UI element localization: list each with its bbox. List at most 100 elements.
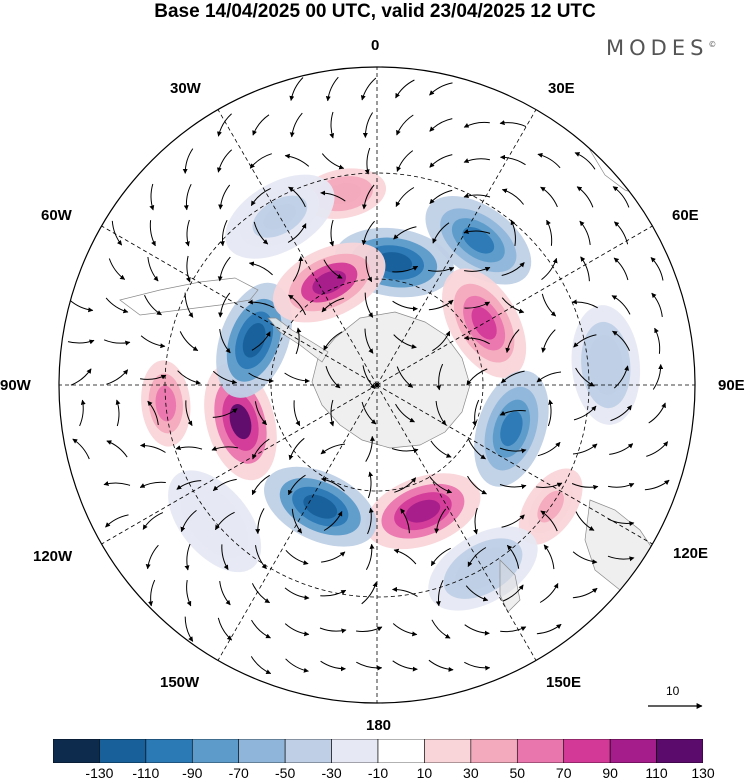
meridian-line bbox=[217, 384, 378, 661]
colorbar-tick-label: -30 bbox=[321, 765, 342, 781]
wind-arrow bbox=[429, 154, 453, 168]
wind-arrow bbox=[429, 189, 453, 204]
wind-arrow bbox=[395, 79, 415, 99]
wind-arrow bbox=[435, 579, 444, 607]
colorbar bbox=[53, 739, 703, 763]
lon-label-180: 180 bbox=[366, 717, 392, 734]
new-zealand-coast bbox=[499, 559, 521, 613]
wind-arrow bbox=[219, 219, 228, 247]
wind-arrow bbox=[149, 220, 156, 247]
colorbar-swatch bbox=[331, 739, 379, 763]
colorbar-swatch bbox=[656, 739, 703, 763]
wind-arrow bbox=[365, 435, 375, 462]
lon-label-120w: 120W bbox=[33, 548, 73, 565]
wind-arrow bbox=[251, 619, 271, 639]
wind-arrow bbox=[539, 583, 559, 603]
anomaly-contour bbox=[462, 227, 495, 254]
wind-arrow bbox=[325, 365, 341, 389]
antarctic-peninsula bbox=[267, 317, 329, 363]
wind-arrow bbox=[217, 256, 231, 282]
wind-arrow bbox=[501, 297, 525, 314]
vector-scale-label: 10 bbox=[666, 684, 680, 698]
wind-arrow bbox=[464, 661, 491, 671]
colorbar-tick-label: 130 bbox=[691, 765, 715, 781]
wind-arrow bbox=[184, 543, 191, 571]
wind-arrow bbox=[646, 441, 669, 457]
wind-arrow bbox=[576, 186, 594, 208]
wind-arrow bbox=[323, 511, 343, 531]
wind-arrow bbox=[537, 441, 561, 457]
wind-arrow bbox=[395, 187, 415, 207]
wind-arrow bbox=[612, 330, 630, 352]
colorbar-swatch bbox=[563, 739, 611, 763]
wind-arrow bbox=[247, 299, 274, 309]
wind-arrow bbox=[429, 82, 453, 96]
wind-arrow bbox=[436, 363, 444, 391]
meridian-line bbox=[376, 225, 653, 386]
wind-arrow bbox=[321, 551, 346, 563]
wind-arrow bbox=[216, 113, 232, 137]
wind-arrow bbox=[106, 369, 129, 385]
lon-label-150e: 150E bbox=[546, 674, 582, 691]
wind-arrow bbox=[395, 403, 415, 423]
wind-arrow bbox=[362, 365, 376, 389]
wind-arrow bbox=[356, 661, 383, 671]
wind-arrow bbox=[396, 366, 414, 388]
colorbar-tick-label: 70 bbox=[555, 765, 572, 781]
colorbar-swatch bbox=[377, 739, 425, 763]
lon-label-30e: 30E bbox=[548, 80, 575, 97]
wind-arrow bbox=[654, 327, 661, 354]
anomaly-contour bbox=[595, 347, 617, 383]
wind-arrow bbox=[614, 221, 629, 245]
wind-arrow bbox=[149, 183, 155, 211]
meridian-line bbox=[217, 109, 378, 386]
wind-arrow bbox=[574, 152, 596, 170]
wind-arrow bbox=[612, 186, 630, 208]
map-border bbox=[58, 66, 696, 704]
wind-arrow bbox=[609, 443, 634, 455]
wind-arrow bbox=[361, 401, 377, 425]
wind-arrow bbox=[140, 374, 167, 380]
wind-arrow bbox=[320, 589, 347, 597]
wind-arrow bbox=[105, 297, 129, 314]
wind-arrow bbox=[329, 111, 335, 139]
wind-arrow bbox=[537, 152, 561, 169]
wind-arrow bbox=[321, 153, 345, 170]
wind-arrow bbox=[284, 587, 310, 601]
wind-arrow bbox=[288, 474, 306, 496]
brand-logo: MODES© bbox=[606, 36, 716, 60]
wind-arrow bbox=[249, 153, 272, 169]
wind-arrow bbox=[212, 408, 238, 418]
wind-arrow bbox=[175, 445, 203, 451]
lon-label-0: 0 bbox=[371, 37, 380, 54]
wind-arrow bbox=[464, 266, 491, 272]
wind-arrow bbox=[364, 147, 371, 175]
wind-arrow bbox=[547, 399, 554, 427]
wind-arrow bbox=[221, 544, 229, 571]
wind-arrow bbox=[392, 265, 419, 273]
wind-arrow bbox=[72, 438, 90, 460]
wind-arrow bbox=[464, 301, 491, 309]
colorbar-swatch bbox=[470, 739, 518, 763]
wind-arrow bbox=[255, 508, 265, 535]
wind-arrow bbox=[573, 405, 597, 421]
wind-arrow bbox=[473, 507, 478, 535]
wind-arrow bbox=[652, 364, 664, 390]
wind-arrow bbox=[140, 442, 166, 453]
wind-arrow bbox=[579, 220, 591, 245]
wind-arrow bbox=[428, 659, 454, 672]
colorbar-tick-label: -90 bbox=[182, 765, 203, 781]
wind-arrow bbox=[106, 440, 128, 458]
meridian-line bbox=[376, 384, 537, 661]
wind-arrow bbox=[463, 121, 490, 128]
wind-arrow bbox=[611, 295, 631, 315]
colorbar-swatch bbox=[99, 739, 147, 763]
colorbar-tick-label: 30 bbox=[463, 765, 479, 781]
wind-arrow bbox=[536, 623, 562, 635]
wind-arrow bbox=[140, 335, 166, 349]
colorbar-tick-label: -10 bbox=[367, 765, 389, 781]
map-title: Base 14/04/2025 00 UTC, valid 23/04/2025… bbox=[154, 1, 596, 22]
wind-arrow bbox=[467, 475, 487, 495]
wind-arrow bbox=[435, 400, 447, 426]
wind-arrow bbox=[288, 294, 306, 316]
